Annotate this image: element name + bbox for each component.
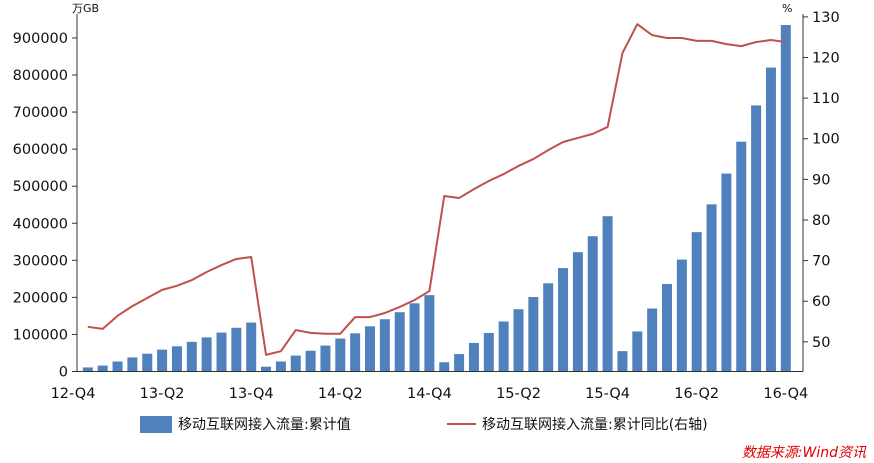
right-axis-tick-label: 70 — [812, 254, 830, 270]
bar-6 — [157, 349, 168, 372]
bar-16 — [305, 350, 316, 372]
left-axis-tick-label: 800000 — [13, 68, 68, 84]
right-axis-tick-label: 120 — [812, 50, 840, 66]
bar-14 — [275, 361, 286, 372]
bar-29 — [498, 321, 509, 372]
bar-26 — [454, 354, 465, 372]
bar-42 — [691, 232, 702, 372]
line-series-yoy — [87, 23, 786, 356]
x-axis-tick-label: 15-Q2 — [496, 386, 541, 402]
left-axis-tick-label: 100000 — [13, 327, 68, 343]
x-axis-tick-labels: 12-Q4 13-Q2 13-Q4 14-Q2 14-Q4 15-Q2 15-Q4 16-Q2… — [51, 386, 809, 402]
bar-40 — [662, 284, 672, 372]
left-axis-tick-label: 900000 — [13, 31, 68, 47]
bar-36 — [602, 216, 613, 372]
bar-13 — [261, 366, 272, 372]
bar-18 — [335, 338, 346, 372]
bar-17 — [320, 345, 331, 372]
bar-27 — [468, 342, 479, 372]
bar-22 — [394, 312, 405, 372]
bar-34 — [572, 252, 583, 372]
bar-25 — [439, 362, 450, 372]
bar-38 — [632, 331, 643, 372]
left-axis-tick-label: 300000 — [13, 253, 68, 269]
bar-2 — [97, 365, 108, 372]
source-note: 数据来源:Wind资讯 — [742, 445, 867, 461]
left-y-axis-ticks: 0 100000 200000 300000 400000 500000 600000 700… — [13, 31, 77, 381]
right-y-axis-ticks: 50 60 70 80 90 100 110 120 130 — [803, 10, 840, 351]
right-y-axis-unit: % — [782, 2, 792, 15]
bar-41 — [676, 259, 687, 372]
bar-12 — [246, 322, 257, 372]
bar-series-cumulative — [82, 24, 791, 372]
yoy-series-line — [87, 23, 786, 356]
bar-45 — [736, 141, 747, 372]
bar-46 — [751, 105, 762, 372]
bar-30 — [513, 309, 524, 372]
bar-39 — [647, 308, 658, 372]
x-axis-tick-label: 12-Q4 — [51, 386, 96, 402]
bar-47 — [765, 67, 776, 372]
bar-21 — [379, 319, 390, 372]
x-axis-tick-label: 15-Q4 — [585, 386, 630, 402]
left-axis-tick-label: 0 — [59, 365, 68, 381]
left-axis-tick-label: 500000 — [13, 179, 68, 195]
bar-28 — [483, 332, 494, 372]
bar-5 — [142, 353, 153, 372]
bar-11 — [231, 327, 242, 372]
x-axis-tick-label: 13-Q4 — [229, 386, 274, 402]
legend-label-bar: 移动互联网接入流量:累计值 — [178, 416, 351, 433]
bar-1 — [82, 367, 93, 372]
right-axis-tick-label: 50 — [812, 335, 830, 351]
bar-7 — [171, 346, 182, 372]
left-axis-tick-label: 200000 — [13, 290, 68, 306]
bar-48 — [780, 24, 791, 372]
bar-9 — [201, 337, 212, 372]
bar-37 — [617, 351, 628, 372]
x-axis-tick-label: 16-Q2 — [674, 386, 719, 402]
x-axis-tick-label: 16-Q4 — [763, 386, 808, 402]
left-y-axis-unit: 万GB — [72, 2, 99, 15]
x-axis-tick-label: 13-Q2 — [140, 386, 185, 402]
left-axis-tick-label: 600000 — [13, 142, 68, 158]
bar-19 — [350, 333, 361, 372]
bar-31 — [528, 297, 539, 372]
legend: 移动互联网接入流量:累计值 移动互联网接入流量:累计同比(右轴) — [140, 416, 708, 433]
legend-swatch-bar — [140, 416, 172, 433]
bar-15 — [290, 355, 301, 372]
x-axis-tick-label: 14-Q2 — [318, 386, 363, 402]
bar-23 — [409, 303, 420, 372]
bar-32 — [543, 283, 554, 372]
bar-10 — [216, 332, 227, 372]
bar-20 — [365, 326, 375, 372]
right-axis-tick-label: 60 — [812, 294, 830, 310]
left-axis-tick-label: 700000 — [13, 105, 68, 121]
x-axis-tick-label: 14-Q4 — [407, 386, 452, 402]
right-axis-tick-label: 80 — [812, 213, 830, 229]
bar-33 — [558, 268, 569, 372]
legend-label-line: 移动互联网接入流量:累计同比(右轴) — [482, 416, 708, 433]
bar-4 — [127, 357, 138, 372]
right-axis-tick-label: 110 — [812, 91, 840, 107]
bar-43 — [706, 204, 717, 372]
right-axis-tick-label: 130 — [812, 10, 840, 26]
bar-24 — [424, 295, 435, 372]
bar-3 — [112, 361, 123, 372]
left-axis-tick-label: 400000 — [13, 216, 68, 232]
bar-8 — [186, 341, 197, 372]
right-axis-tick-label: 90 — [812, 172, 830, 188]
right-axis-tick-label: 100 — [812, 132, 840, 148]
bar-35 — [587, 236, 598, 372]
bar-44 — [721, 173, 732, 372]
